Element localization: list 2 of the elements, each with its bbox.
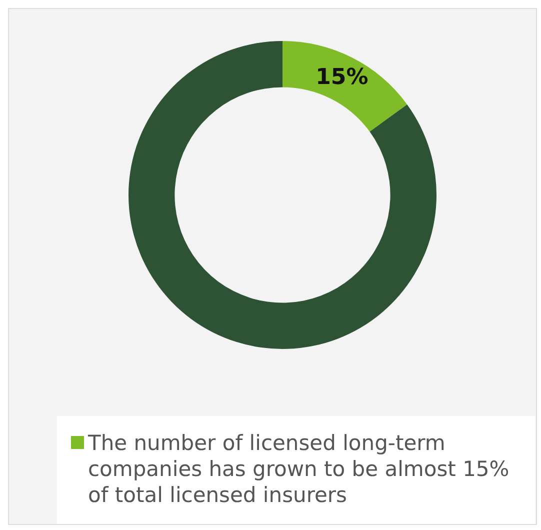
legend-label: The number of licensed long-term companies has grown to be almost 15% of total licensed insurers — [88, 430, 510, 508]
data-label: 15% — [316, 65, 368, 90]
